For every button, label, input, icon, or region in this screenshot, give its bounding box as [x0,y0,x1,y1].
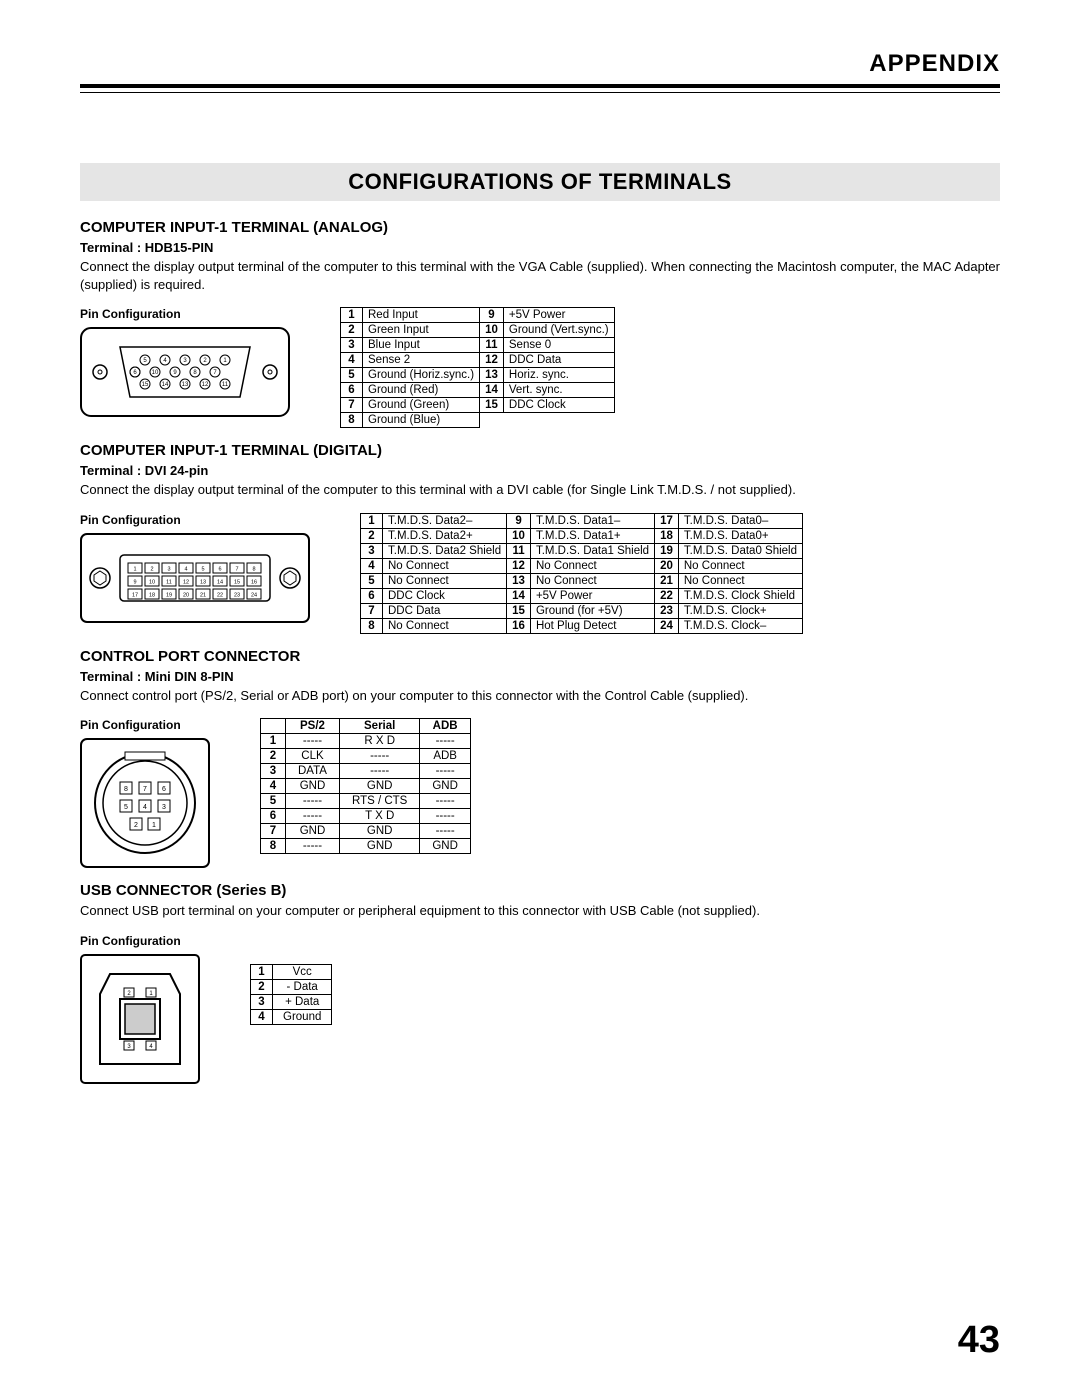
hdb15-head: COMPUTER INPUT-1 TERMINAL (ANALOG) [80,219,1000,236]
svg-text:5: 5 [201,566,204,572]
svg-text:3: 3 [162,804,166,811]
svg-text:5: 5 [124,804,128,811]
page-number: 43 [958,1319,1000,1362]
svg-text:15: 15 [142,382,149,388]
usb-head: USB CONNECTOR (Series B) [80,882,1000,899]
svg-text:24: 24 [251,592,257,598]
svg-text:8: 8 [193,370,197,376]
svg-text:4: 4 [184,566,187,572]
svg-text:2: 2 [203,358,207,364]
ctrl-table: PS/2SerialADB1-----R X D-----2CLK-----AD… [260,718,471,854]
svg-text:20: 20 [183,592,189,598]
svg-text:11: 11 [222,382,229,388]
svg-text:23: 23 [234,592,240,598]
svg-text:4: 4 [163,358,167,364]
svg-text:21: 21 [200,592,206,598]
svg-text:14: 14 [217,579,223,585]
svg-text:2: 2 [127,991,131,997]
svg-text:1: 1 [133,566,136,572]
dvi-head: COMPUTER INPUT-1 TERMINAL (DIGITAL) [80,442,1000,459]
svg-text:6: 6 [133,370,137,376]
svg-text:14: 14 [162,382,169,388]
svg-text:6: 6 [162,786,166,793]
svg-text:8: 8 [252,566,255,572]
hdb15-table: 1Red Input9+5V Power2Green Input10Ground… [340,307,615,428]
pin-config-label: Pin Configuration [80,934,200,948]
dvi-table: 1T.M.D.S. Data2–9T.M.D.S. Data1–17T.M.D.… [360,513,803,634]
dvi-terminal: Terminal : DVI 24-pin [80,463,1000,478]
svg-text:2: 2 [134,822,138,829]
pin-config-label: Pin Configuration [80,513,310,527]
header-title: APPENDIX [80,50,1000,84]
svg-text:4: 4 [149,1044,153,1050]
svg-text:13: 13 [200,579,206,585]
hdb15-diagram: Pin Configuration 5 4 3 2 1 10 9 8 7 6 1… [80,307,290,417]
svg-text:3: 3 [167,566,170,572]
svg-text:9: 9 [173,370,177,376]
svg-text:7: 7 [213,370,217,376]
svg-text:18: 18 [149,592,155,598]
svg-text:10: 10 [149,579,155,585]
ctrl-terminal: Terminal : Mini DIN 8-PIN [80,669,1000,684]
svg-text:3: 3 [127,1044,131,1050]
header-rule [80,84,1000,93]
dvi-desc: Connect the display output terminal of t… [80,481,1000,499]
svg-text:9: 9 [133,579,136,585]
svg-text:1: 1 [223,358,227,364]
svg-text:1: 1 [152,822,156,829]
svg-text:7: 7 [235,566,238,572]
svg-text:11: 11 [166,579,172,585]
dvi-diagram: Pin Configuration 1234567891011121314151… [80,513,310,623]
svg-text:1: 1 [149,991,153,997]
svg-text:13: 13 [182,382,189,388]
usb-diagram: Pin Configuration 2 1 3 4 [80,934,200,1084]
svg-text:17: 17 [132,592,138,598]
svg-text:6: 6 [218,566,221,572]
pin-config-label: Pin Configuration [80,718,210,732]
ctrl-head: CONTROL PORT CONNECTOR [80,648,1000,665]
svg-text:4: 4 [143,804,147,811]
ctrl-desc: Connect control port (PS/2, Serial or AD… [80,687,1000,705]
svg-text:7: 7 [143,786,147,793]
svg-text:12: 12 [183,579,189,585]
main-title: CONFIGURATIONS OF TERMINALS [80,163,1000,201]
svg-text:5: 5 [143,358,147,364]
hdb15-desc: Connect the display output terminal of t… [80,258,1000,293]
svg-text:12: 12 [202,382,209,388]
usb-desc: Connect USB port terminal on your comput… [80,902,1000,920]
svg-text:15: 15 [234,579,240,585]
ctrl-diagram: Pin Configuration 8 7 6 5 4 3 2 1 [80,718,210,868]
svg-text:3: 3 [183,358,187,364]
usb-table: 1Vcc2- Data3+ Data4Ground [250,964,332,1025]
svg-text:22: 22 [217,592,223,598]
svg-text:10: 10 [152,370,159,376]
svg-text:2: 2 [150,566,153,572]
pin-config-label: Pin Configuration [80,307,290,321]
svg-text:19: 19 [166,592,172,598]
hdb15-terminal: Terminal : HDB15-PIN [80,240,1000,255]
svg-text:16: 16 [251,579,257,585]
svg-text:8: 8 [124,786,128,793]
